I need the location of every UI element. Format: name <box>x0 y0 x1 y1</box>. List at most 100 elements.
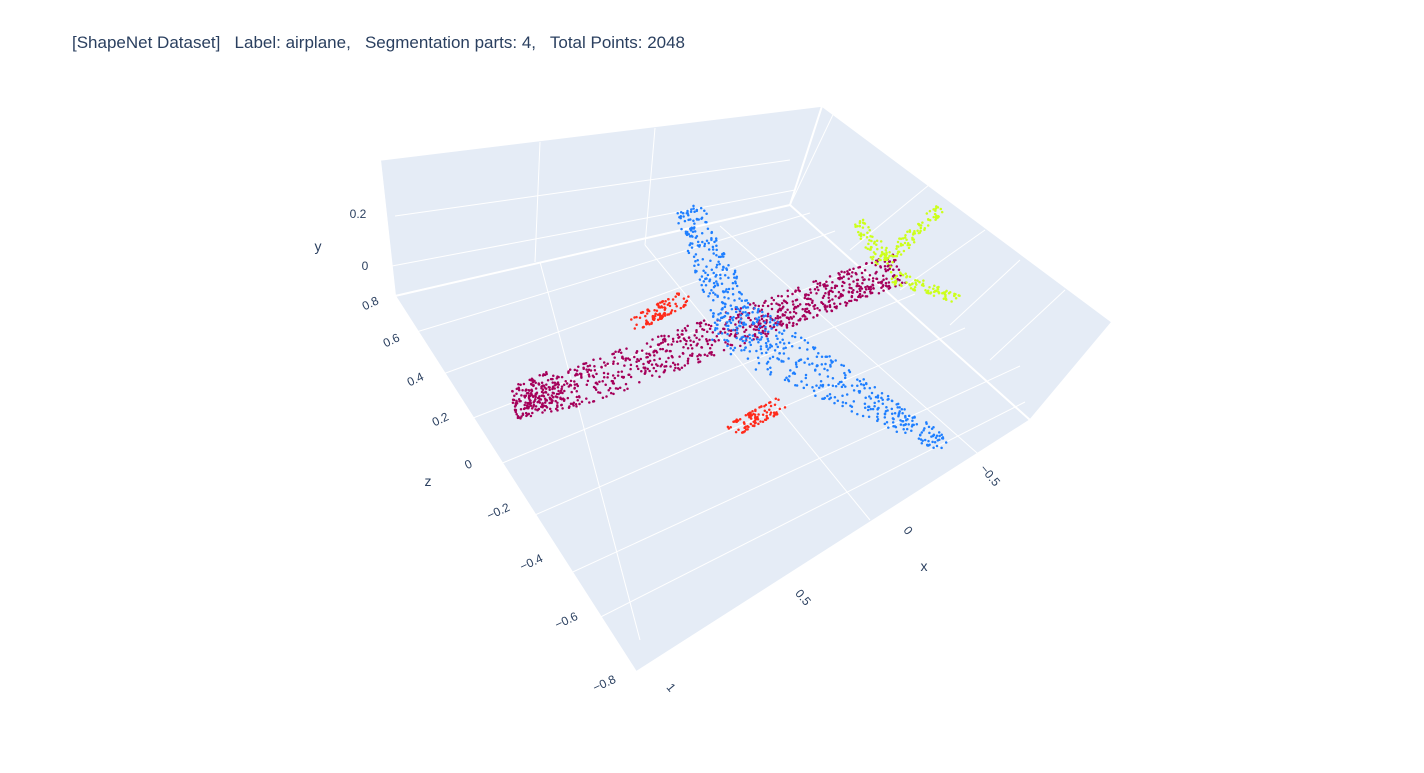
tail-point <box>919 226 923 230</box>
engines-point <box>662 313 665 316</box>
fuselage-point <box>749 318 752 322</box>
engines-point <box>666 313 669 316</box>
fuselage-point <box>761 304 765 308</box>
fuselage-point <box>534 393 538 396</box>
fuselage-point <box>803 315 807 318</box>
engines-point <box>763 405 766 408</box>
fuselage-point <box>573 383 577 386</box>
wings-point <box>695 234 699 238</box>
wings-point <box>714 293 717 296</box>
fuselage-point <box>683 364 687 367</box>
wings-point <box>876 396 880 399</box>
fuselage-point <box>743 341 746 345</box>
fuselage-point <box>684 329 688 332</box>
fuselage-point <box>805 293 808 296</box>
fuselage-point <box>573 386 576 390</box>
wings-point <box>732 328 735 332</box>
tail-point <box>893 276 897 279</box>
fuselage-point <box>575 369 579 372</box>
tail-point <box>927 292 930 295</box>
wings-point <box>704 277 707 281</box>
fuselage-point <box>676 329 680 332</box>
tail-point <box>899 242 903 246</box>
tail-point <box>944 297 948 301</box>
wings-point <box>757 316 761 319</box>
wings-point <box>940 433 943 437</box>
wings-point <box>679 210 683 214</box>
fuselage-point <box>696 357 700 361</box>
fuselage-point <box>587 373 591 376</box>
wings-point <box>719 312 722 315</box>
wings-point <box>858 379 862 383</box>
tail-point <box>885 246 888 250</box>
tail-point <box>934 290 937 293</box>
wings-point <box>911 416 914 419</box>
wings-point <box>913 416 916 419</box>
fuselage-point <box>842 275 845 278</box>
wings-point <box>756 356 760 359</box>
fuselage-point <box>776 314 779 318</box>
fuselage-point <box>744 328 748 332</box>
engines-point <box>769 404 773 408</box>
fuselage-point <box>837 290 841 294</box>
fuselage-point <box>650 363 654 366</box>
fuselage-point <box>699 325 702 328</box>
wings-point <box>712 271 715 275</box>
fuselage-point <box>586 365 590 368</box>
wings-point <box>812 347 816 351</box>
wings-point <box>806 357 810 361</box>
fuselage-point <box>682 346 685 349</box>
fuselage-point <box>528 394 532 398</box>
wings-point <box>805 383 809 387</box>
fuselage-point <box>560 375 564 379</box>
wings-point <box>766 337 769 341</box>
wings-point <box>693 230 697 233</box>
fuselage-point <box>785 316 789 319</box>
fuselage-point <box>633 355 636 359</box>
tail-point <box>919 229 922 233</box>
tail-point <box>937 290 940 293</box>
y-tick-label: 0 <box>362 259 369 273</box>
tail-point <box>950 300 953 303</box>
fuselage-point <box>770 296 774 300</box>
wings-point <box>726 344 729 348</box>
fuselage-point <box>580 400 584 403</box>
fuselage-point <box>816 306 819 310</box>
wings-point <box>699 206 703 210</box>
wings-point <box>735 284 739 288</box>
fuselage-point <box>693 334 696 337</box>
tail-point <box>954 292 957 296</box>
fuselage-point <box>548 407 552 411</box>
fuselage-point <box>855 299 859 302</box>
wings-point <box>776 337 779 340</box>
wings-point <box>738 308 742 312</box>
wings-point <box>838 380 842 384</box>
wings-point <box>864 396 867 400</box>
fuselage-point <box>593 365 596 368</box>
x-axis-title: x <box>921 558 928 574</box>
engines-point <box>749 422 753 426</box>
engines-point <box>646 308 650 312</box>
fuselage-point <box>792 315 795 318</box>
wings-point <box>901 420 904 423</box>
grid-line <box>989 289 1066 361</box>
wings-point <box>765 362 769 365</box>
tail-point <box>908 243 912 247</box>
wings-point <box>907 423 910 426</box>
wings-point <box>706 227 710 231</box>
wings-point <box>727 324 730 328</box>
wings-point <box>765 344 768 348</box>
fuselage-point <box>560 385 564 388</box>
wings-point <box>876 419 879 423</box>
fuselage-point <box>663 365 666 368</box>
grid-line <box>719 225 986 461</box>
fuselage-point <box>580 376 583 379</box>
fuselage-point <box>863 290 866 294</box>
fuselage-point <box>594 381 598 385</box>
tail-point <box>937 285 940 289</box>
wings-point <box>780 332 784 335</box>
fuselage-point <box>864 288 868 291</box>
tail-point <box>869 248 872 251</box>
fuselage-point <box>591 400 595 403</box>
